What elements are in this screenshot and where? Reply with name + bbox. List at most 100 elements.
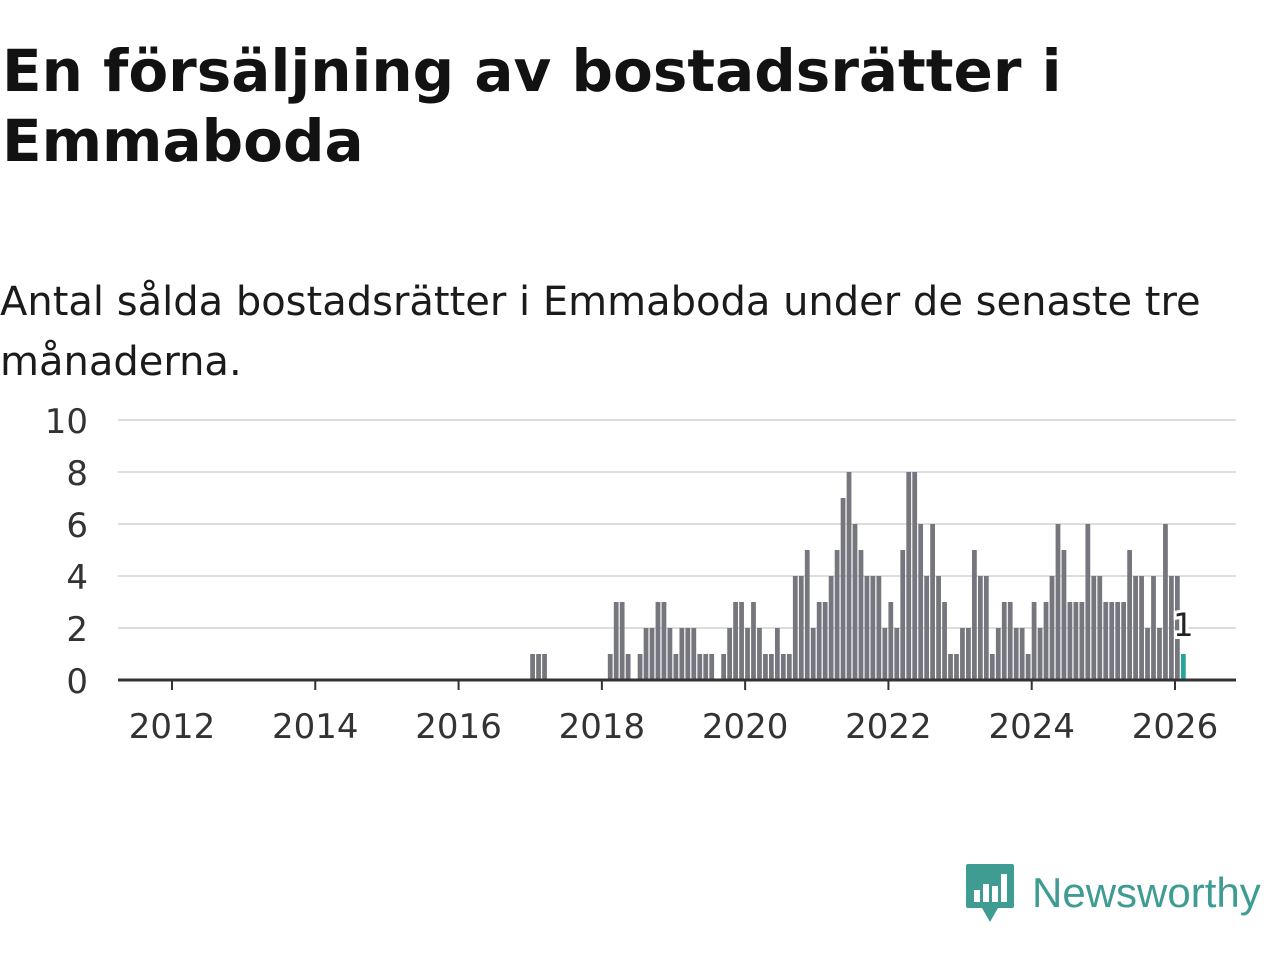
bar [637,654,643,680]
bar [1055,524,1061,680]
bar [530,654,535,680]
bar [1013,628,1019,680]
bar [679,628,685,680]
bar [1085,524,1091,680]
bar [1127,550,1133,680]
bar [936,576,941,680]
bar [804,550,810,680]
bar [816,602,822,680]
y-tick-label: 6 [66,506,88,546]
bar [966,628,971,680]
x-tick-label: 2018 [559,707,646,747]
bar [691,628,697,680]
bar [1097,576,1103,680]
bar [930,524,935,680]
bar [840,498,846,680]
bar [1109,602,1115,680]
bar [536,654,541,680]
bar [703,654,709,680]
bar [1037,628,1043,680]
bar [1073,602,1079,680]
bar [673,654,679,680]
bar [751,602,756,680]
bar [834,550,840,680]
bar [655,602,661,680]
x-tick-label: 2020 [702,707,789,747]
bar [661,602,667,680]
bar [876,576,882,680]
bars [530,472,1186,680]
bar [1079,602,1085,680]
bar [774,628,780,680]
bar [1043,602,1049,680]
y-tick-label: 4 [66,558,88,598]
gridlines [118,419,1236,629]
bar [1115,602,1121,680]
bar [846,472,852,680]
bar [667,628,673,680]
bar [1133,576,1138,680]
bar [858,550,864,680]
bar [918,524,924,680]
bar [942,602,947,680]
y-tick-label: 8 [66,454,88,494]
bar [792,576,798,680]
bar [912,472,918,680]
bar [888,602,894,680]
bar [721,654,727,680]
bar [1175,576,1180,680]
x-tick-label: 2012 [129,707,216,747]
bar [1151,576,1156,680]
bar [780,654,786,680]
x-tick-label: 2014 [272,707,359,747]
bar [900,550,906,680]
bar [954,654,959,680]
bar-chart: 0 2 4 6 8 10 2012 2014 2016 2018 2020 2022 2024 2026… [45,402,1236,747]
bar [924,576,930,680]
bar [697,654,703,680]
bar [1169,576,1174,680]
bar [1031,602,1037,680]
bar [1007,602,1013,680]
bar-highlight [1180,654,1186,680]
annotation: 1 [1170,603,1196,647]
bar [1049,576,1055,680]
bar [727,628,732,680]
bar [852,524,858,680]
bar [1139,576,1144,680]
bar [977,576,983,680]
bar [1157,628,1162,680]
bar [607,654,613,680]
bar [1025,654,1031,680]
y-tick-label: 0 [66,662,88,702]
bar [1001,602,1007,680]
bar [625,654,631,680]
bar [613,602,619,680]
chart-subtitle: Antal sålda bostadsrätter i Emmaboda und… [0,279,1201,385]
bar [1163,524,1168,680]
bar [1061,550,1067,680]
bar [733,602,738,680]
bar [864,576,870,680]
bar [798,576,804,680]
chart-title: En försäljning av bostadsrätter i Emmabo… [2,37,1062,175]
brand-name: Newsworthy [1032,869,1261,916]
x-tick-label: 2016 [415,707,502,747]
bar [786,654,792,680]
y-tick-label: 10 [45,402,88,442]
bar [709,654,715,680]
bar [1145,628,1150,680]
bar [757,628,762,680]
bar [983,576,989,680]
bar [972,550,977,680]
bar [1103,602,1109,680]
x-tick-label: 2024 [988,707,1075,747]
bar [906,472,912,680]
bar [894,628,900,680]
newsworthy-logo-icon [966,864,1014,922]
bar [828,576,834,680]
bar [882,628,888,680]
last-value-label: 1 [1173,606,1193,644]
bar [989,654,995,680]
bar [763,654,768,680]
